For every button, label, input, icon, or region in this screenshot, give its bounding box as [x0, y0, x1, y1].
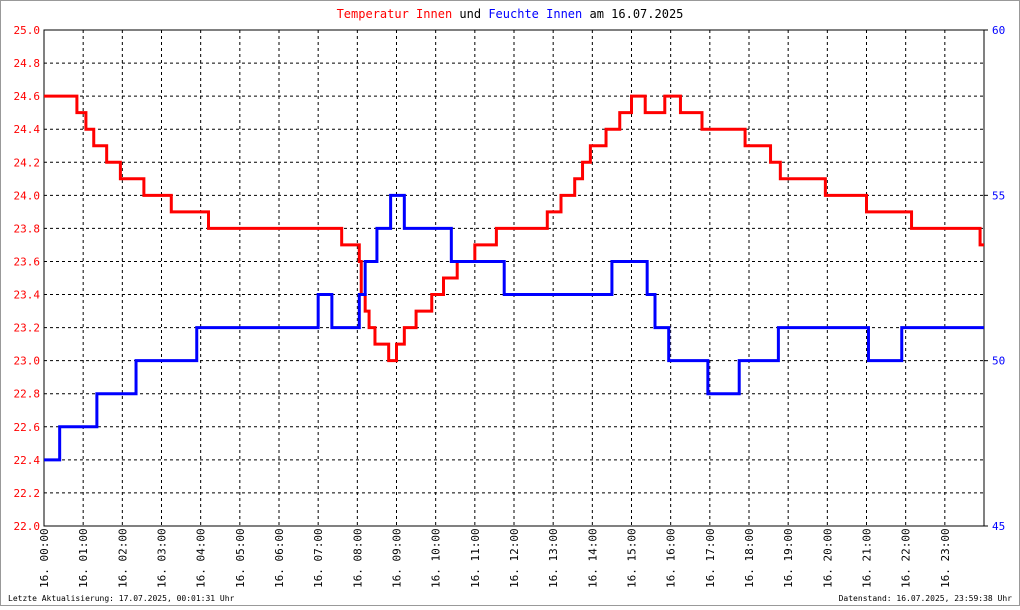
x-tick-label: 16. 23:00	[939, 528, 952, 588]
y-tick-label: 25.0	[14, 24, 41, 37]
x-tick-label: 16. 04:00	[195, 528, 208, 588]
y-tick-label: 22.2	[14, 487, 41, 500]
x-tick-label: 16. 14:00	[586, 528, 599, 588]
title-part: und	[459, 7, 481, 21]
plot-border	[43, 29, 985, 527]
y-tick-label: 22.4	[14, 454, 41, 467]
x-tick-label: 16. 15:00	[626, 528, 639, 588]
x-tick-label: 16. 00:00	[38, 528, 51, 588]
y2-tick-label: 45	[992, 520, 1005, 533]
x-tick-label: 16. 05:00	[234, 528, 247, 588]
x-tick-label: 16. 22:00	[900, 528, 913, 588]
y2-tick-label: 55	[992, 189, 1005, 202]
x-tick-label: 16. 08:00	[351, 528, 364, 588]
x-tick-label: 16. 11:00	[469, 528, 482, 588]
x-tick-label: 16. 21:00	[861, 528, 874, 588]
x-tick-label: 16. 07:00	[312, 528, 325, 588]
x-tick-label: 16. 16:00	[665, 528, 678, 588]
y2-tick-label: 60	[992, 24, 1005, 37]
data-line	[44, 193, 984, 462]
y-tick-label: 23.8	[14, 222, 41, 235]
x-tick-label: 16. 03:00	[156, 528, 169, 588]
title-part: Feuchte Innen	[488, 7, 582, 21]
title-part: Temperatur Innen	[337, 7, 453, 21]
y-tick-label: 23.2	[14, 322, 41, 335]
y-tick-label: 22.6	[14, 421, 41, 434]
y-tick-label: 23.4	[14, 289, 41, 302]
y-tick-label: 22.0	[14, 520, 41, 533]
y2-tick-label: 50	[992, 355, 1005, 368]
x-tick-label: 16. 18:00	[743, 528, 756, 588]
y-tick-label: 24.4	[14, 123, 41, 136]
x-tick-label: 16. 02:00	[116, 528, 129, 588]
y-tick-label: 24.0	[14, 189, 41, 202]
y-tick-label: 23.6	[14, 255, 41, 268]
x-tick-label: 16. 12:00	[508, 528, 521, 588]
chart-title: Temperatur Innen und Feuchte Innen am 16…	[337, 7, 684, 21]
y-tick-label: 24.8	[14, 57, 41, 70]
y-tick-label: 22.8	[14, 388, 41, 401]
x-tick-label: 16. 19:00	[782, 528, 795, 588]
footer-left: Letzte Aktualisierung: 17.07.2025, 00:01…	[8, 594, 235, 603]
x-tick-label: 16. 06:00	[273, 528, 286, 588]
footer-right: Datenstand: 16.07.2025, 23:59:38 Uhr	[839, 594, 1013, 603]
y-tick-label: 24.6	[14, 90, 41, 103]
x-tick-label: 16. 13:00	[547, 528, 560, 588]
x-tick-label: 16. 01:00	[77, 528, 90, 588]
x-tick-label: 16. 17:00	[704, 528, 717, 588]
x-tick-label: 16. 10:00	[430, 528, 443, 588]
title-part: am 16.07.2025	[589, 7, 683, 21]
x-tick-label: 16. 09:00	[391, 528, 404, 588]
y-tick-label: 24.2	[14, 156, 41, 169]
y-tick-label: 23.0	[14, 355, 41, 368]
x-tick-label: 16. 20:00	[821, 528, 834, 588]
